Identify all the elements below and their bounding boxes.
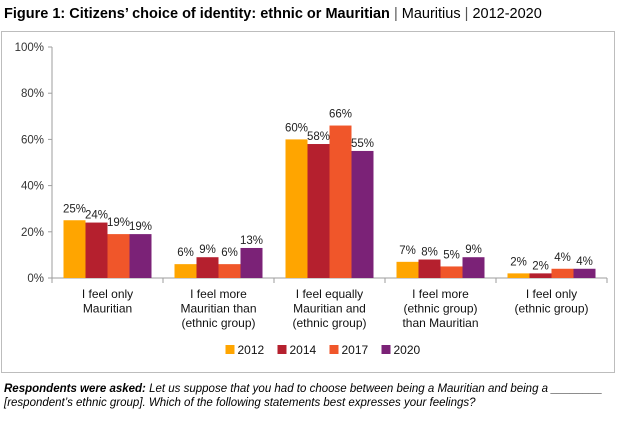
footnote-text: Let us suppose that you had to choose be…	[4, 383, 603, 409]
category-label-line: Mauritian and	[293, 302, 366, 316]
category-label-line: I feel equally	[296, 287, 363, 301]
bar-2012	[174, 264, 197, 278]
category-label-line: (ethnic group)	[292, 316, 366, 330]
bar-2017	[551, 268, 574, 278]
category-label-line: (ethnic group)	[514, 302, 588, 316]
data-label: 19%	[129, 221, 152, 233]
bar-2017	[440, 266, 463, 278]
bar-2020	[351, 150, 374, 278]
data-label: 6%	[221, 247, 238, 259]
y-tick-label: 40%	[21, 181, 44, 193]
footnote-label: Respondents were asked:	[4, 383, 146, 395]
bar-2014	[196, 257, 219, 278]
y-tick-label: 20%	[21, 227, 44, 239]
legend-swatch-2020	[381, 345, 391, 354]
bar-2012	[63, 220, 86, 278]
data-label: 5%	[443, 249, 460, 261]
legend-label: 2012	[238, 343, 265, 357]
bar-2014	[529, 273, 552, 278]
bar-2017	[329, 125, 352, 278]
data-label: 55%	[351, 138, 374, 150]
category-label-line: Mauritian	[83, 302, 132, 316]
data-label: 9%	[199, 244, 216, 256]
data-label: 8%	[421, 247, 438, 259]
data-label: 7%	[399, 245, 416, 257]
category-label-line: I feel only	[82, 287, 133, 301]
data-label: 2%	[510, 256, 527, 268]
data-label: 9%	[465, 244, 482, 256]
bar-2020	[129, 234, 152, 278]
data-label: 6%	[177, 247, 194, 259]
data-label: 4%	[576, 256, 593, 268]
category-label-line: (ethnic group)	[181, 316, 255, 330]
category-label: I feel equally Mauritian and (ethnic group…	[292, 287, 366, 330]
bar-2014	[418, 259, 441, 278]
bar-2012	[507, 273, 530, 278]
bar-2020	[462, 257, 485, 278]
category-label: I feel more Mauritian than (ethnic group)	[180, 287, 256, 330]
legend-swatch-2017	[329, 345, 339, 354]
y-tick-label: 80%	[21, 88, 44, 100]
title-years: 2012-2020	[472, 6, 542, 22]
chart-frame: 0% 20% 40% 60% 80% 100% 25% 24% 19% 19% I feel onl…	[1, 31, 615, 373]
bar-2020	[240, 247, 263, 278]
y-tick-label: 60%	[21, 134, 44, 146]
category-label-line: Mauritian than	[180, 302, 256, 316]
title-separator-1: |	[393, 6, 398, 22]
data-label: 58%	[307, 131, 330, 143]
chart-title: Figure 1: Citizens’ choice of identity: …	[4, 6, 542, 22]
footnote: Respondents were asked: Let us suppose t…	[4, 383, 616, 410]
bar-2012	[396, 261, 419, 278]
data-label: 60%	[285, 122, 308, 134]
category-label: I feel only Mauritian	[82, 287, 133, 316]
category-label: I feel only (ethnic group)	[514, 287, 588, 316]
legend-swatch-2012	[225, 345, 235, 354]
data-label: 2%	[532, 260, 549, 272]
legend-label: 2020	[394, 343, 421, 357]
data-label: 25%	[63, 203, 86, 215]
bar-2014	[307, 144, 330, 278]
category-label: I feel more (ethnic group) than Mauritian	[402, 287, 478, 330]
data-label: 19%	[107, 217, 130, 229]
title-country: Mauritius	[401, 6, 461, 22]
category-label-line: I feel only	[526, 287, 577, 301]
category-label-line: than Mauritian	[402, 316, 478, 330]
legend-label: 2017	[342, 343, 369, 357]
bar-2020	[573, 268, 596, 278]
legend-label: 2014	[290, 343, 317, 357]
y-tick-label: 100%	[15, 42, 44, 54]
data-label: 66%	[329, 109, 352, 121]
category-label-line: I feel more	[412, 287, 469, 301]
bar-2017	[107, 234, 130, 278]
category-label-line: I feel more	[190, 287, 247, 301]
bar-2012	[285, 139, 308, 278]
bar-2014	[85, 222, 108, 278]
legend-swatch-2014	[277, 345, 287, 354]
category-label-line: (ethnic group)	[403, 302, 477, 316]
y-tick-label: 0%	[27, 273, 44, 285]
title-separator-2: |	[464, 6, 469, 22]
bar-chart: 0%20%40%60%80%100%25%24%19%19%I feel onl…	[15, 42, 608, 357]
data-label: 24%	[85, 210, 108, 222]
data-label: 4%	[554, 252, 571, 264]
title-main: Figure 1: Citizens’ choice of identity: …	[4, 6, 390, 22]
bar-2017	[218, 264, 241, 278]
data-label: 13%	[240, 235, 263, 247]
